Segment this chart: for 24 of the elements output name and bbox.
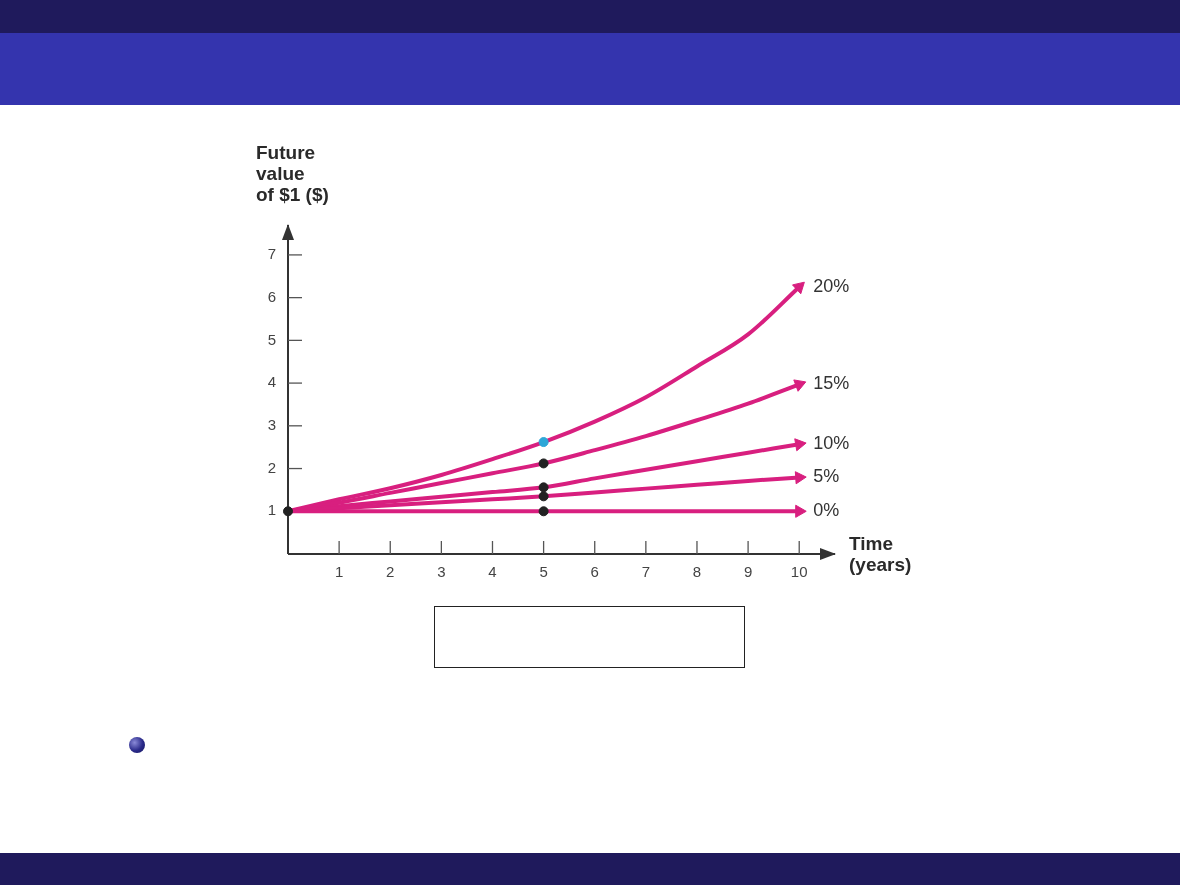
y-tick-label: 4 <box>267 373 276 391</box>
y-tick-label: 7 <box>267 245 276 263</box>
x-tick-label: 9 <box>743 563 753 581</box>
y-tick-label: 1 <box>267 501 276 519</box>
y-tick-label: 3 <box>267 415 276 433</box>
x-tick-label: 5 <box>539 563 548 581</box>
x-tick-label: 4 <box>488 563 497 581</box>
series-label: 10% <box>813 433 850 454</box>
x-tick-label: 8 <box>692 563 702 581</box>
y-tick-label: 2 <box>267 458 276 476</box>
y-tick-label: 6 <box>267 287 276 305</box>
series-label: 15% <box>813 373 850 394</box>
series-label: 0% <box>813 500 840 521</box>
x-tick-label: 2 <box>386 563 395 581</box>
x-tick-label: 3 <box>437 563 446 581</box>
x-tick-label: 6 <box>590 563 599 581</box>
x-axis-title: Time (years) <box>849 533 912 575</box>
y-axis-title: Future value of $1 ($) <box>256 142 329 205</box>
series-label: 20% <box>813 275 850 296</box>
x-tick-label: 1 <box>334 563 344 581</box>
x-tick-label: 10 <box>790 563 808 581</box>
x-tick-label: 7 <box>641 563 651 581</box>
series-label: 5% <box>813 466 840 487</box>
y-tick-label: 5 <box>267 330 276 348</box>
